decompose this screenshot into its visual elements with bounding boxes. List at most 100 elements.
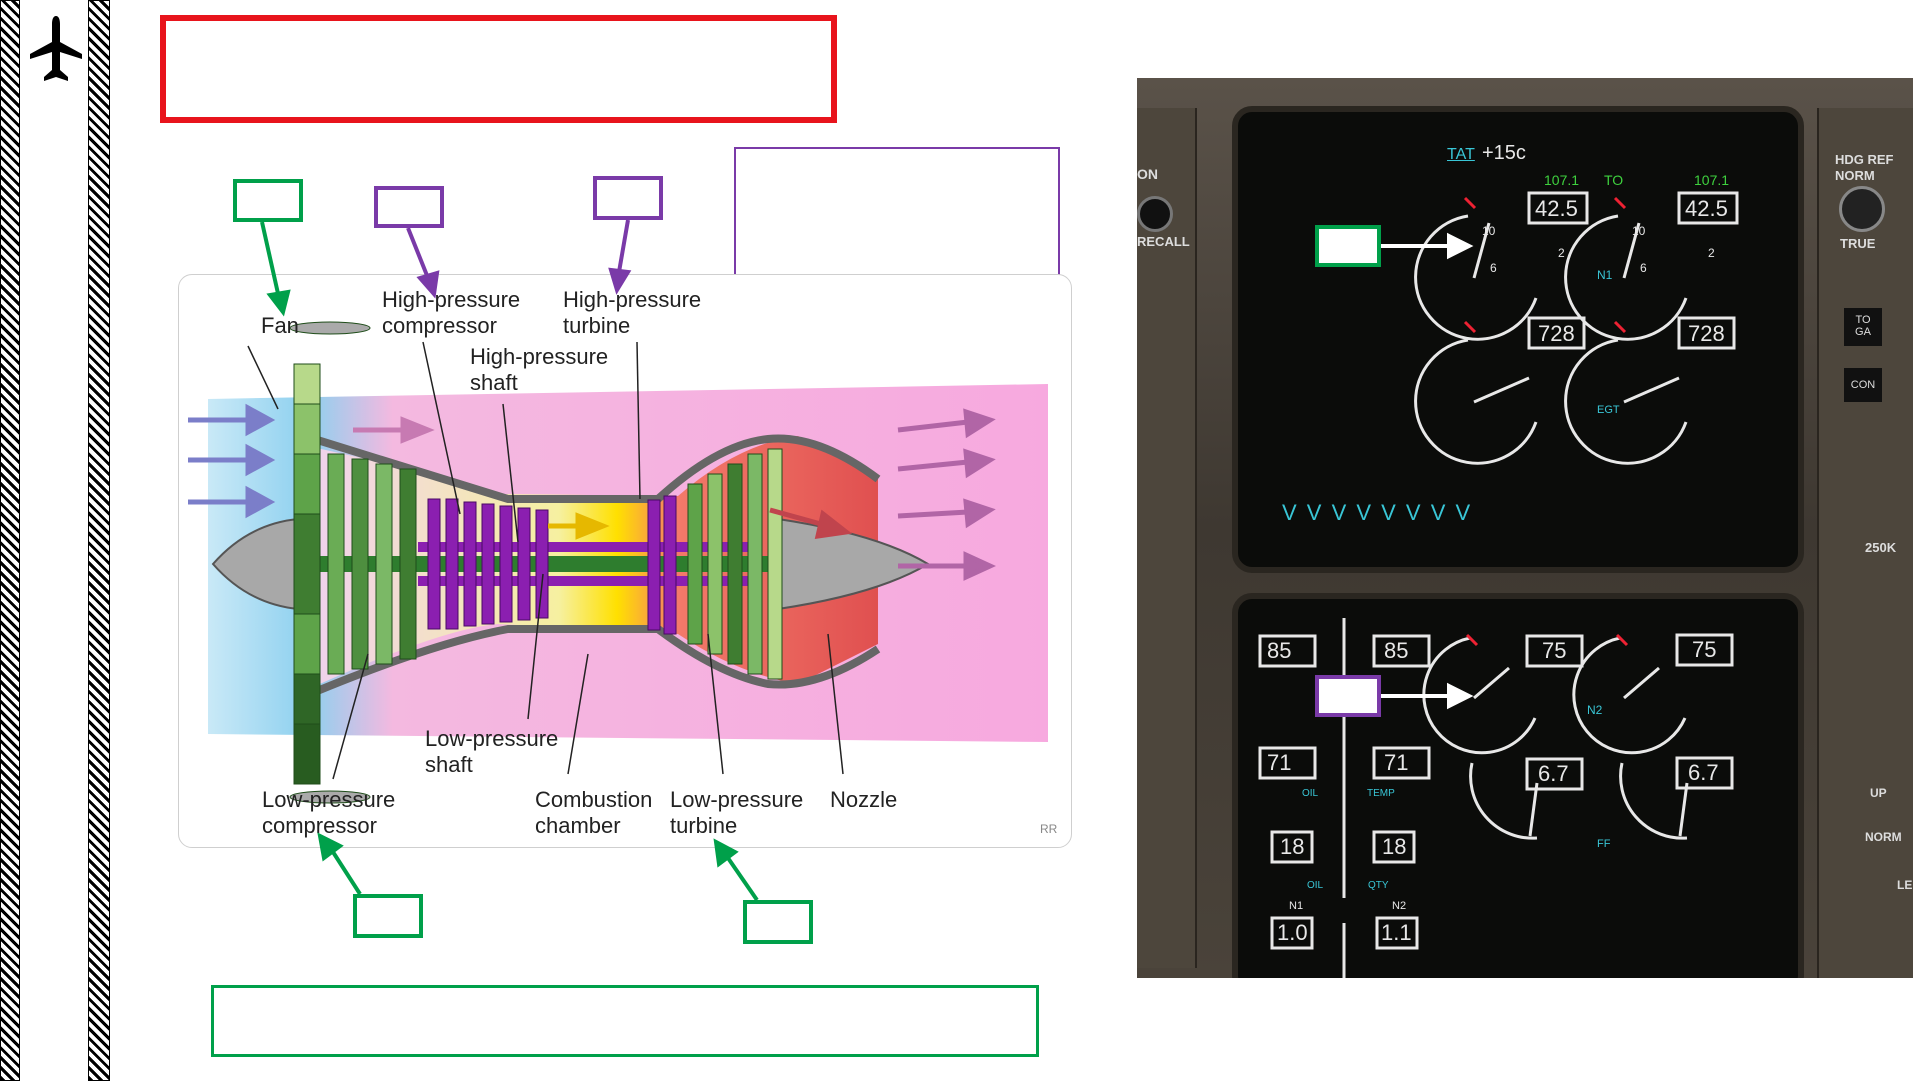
n1-left-value: 42.5 [1535, 196, 1578, 221]
callout-box-fan [233, 179, 303, 222]
n1-right-value: 42.5 [1685, 196, 1728, 221]
egt-right-needle [1623, 376, 1680, 404]
speed-label: 250K [1865, 540, 1897, 555]
ff-right-value: 6.7 [1688, 760, 1719, 785]
callout-box-n1 [1315, 225, 1381, 267]
n1-limit-right: 107.1 [1694, 172, 1730, 188]
hdg-ref-label: HDG REF [1835, 152, 1894, 167]
lower-gauges [1258, 618, 1734, 978]
callout-box-lp-compressor [353, 894, 423, 938]
flow-arrows [188, 403, 276, 519]
chevron-row: V V V V V V V V [1282, 500, 1473, 525]
scale-10-right: 10 [1632, 224, 1646, 238]
label-combustion-chamber: Combustion chamber [535, 787, 653, 838]
lp-turbine [687, 448, 783, 680]
hp-turbine [647, 495, 677, 635]
n2-right-box [1675, 633, 1734, 667]
n2-right-dial [1572, 636, 1687, 755]
thrust-mode: TO [1604, 172, 1624, 188]
oil-temp-right: 71 [1384, 750, 1409, 775]
ff-right-box [1675, 756, 1734, 790]
callout-box-hp-compressor [374, 186, 444, 228]
vib-n1-value: 1.0 [1277, 920, 1308, 945]
lower-eicas-display [1232, 593, 1804, 978]
n1-left-box [1527, 191, 1589, 225]
n2-left-dial [1422, 636, 1537, 755]
ff-left-needle [1528, 782, 1539, 837]
tat-label: TAT [1447, 146, 1475, 163]
scale-6-right: 6 [1640, 261, 1647, 275]
hdg-ref-switch[interactable] [1839, 186, 1885, 232]
callout-box-n2 [1315, 675, 1381, 717]
oil-qty-right: 18 [1382, 834, 1407, 859]
diagram-signature: RR [1040, 822, 1058, 836]
egt-left-dial [1414, 338, 1538, 465]
oil-press-left: 85 [1267, 638, 1292, 663]
scale-2-right: 2 [1708, 246, 1715, 260]
egt-left-box [1527, 316, 1586, 350]
n1-right-needle [1622, 222, 1641, 279]
ff-label: FF [1597, 838, 1611, 850]
hp-shaft [418, 542, 758, 552]
oil-qty-left: 18 [1280, 834, 1305, 859]
lp-compressor [327, 453, 417, 675]
oil-label-temp: OIL [1302, 788, 1319, 799]
bottom-caption-box [211, 985, 1039, 1057]
qty-label: QTY [1368, 880, 1389, 891]
hdg-norm-label: NORM [1835, 168, 1875, 183]
egt-right-value: 728 [1688, 321, 1725, 346]
n2-left-box [1525, 634, 1584, 668]
label-lp-turbine: Low-pressure turbine [670, 787, 804, 838]
le-label: LE [1897, 878, 1913, 892]
upper-eicas-display [1232, 106, 1804, 573]
vib-n2-label: N2 [1392, 900, 1407, 912]
true-label: TRUE [1840, 236, 1876, 251]
ff-left-box [1525, 757, 1584, 791]
scale-10-left: 10 [1482, 224, 1496, 238]
title-box [160, 15, 837, 123]
vib-n1-label: N1 [1289, 900, 1304, 912]
recall-label: RECALL [1137, 234, 1190, 249]
on-label: ON [1137, 166, 1158, 182]
vib-n2-value: 1.1 [1381, 920, 1412, 945]
ff-right-dial [1619, 762, 1688, 840]
oil-temp-left: 71 [1267, 750, 1292, 775]
fan-blades [289, 321, 371, 804]
oil-label-qty: OIL [1307, 880, 1324, 891]
n1-limit-left: 107.1 [1544, 172, 1580, 188]
ff-right-needle [1678, 782, 1689, 837]
temp-label: TEMP [1367, 788, 1395, 799]
callout-arrows [260, 219, 759, 902]
up-label: UP [1870, 786, 1887, 800]
label-hp-turbine: High-pressure turbine [563, 287, 702, 338]
eicas-photo: ON RECALL HDG REF NORM TRUE TO GA CON 25… [1137, 78, 1913, 978]
tat-value: +15c [1482, 142, 1526, 164]
airplane-icon [28, 14, 84, 84]
norm2-label: NORM [1865, 830, 1902, 844]
recall-button[interactable] [1137, 196, 1173, 232]
hp-compressor [427, 498, 549, 630]
photo-callout-arrows [1381, 232, 1474, 710]
n2-right-needle [1623, 666, 1660, 700]
callout-box-hp-turbine [593, 176, 663, 220]
egt-left-needle [1473, 376, 1530, 404]
n1-label: N1 [1597, 268, 1613, 282]
callout-box-lp-turbine [743, 900, 813, 944]
con-button[interactable]: CON [1844, 368, 1882, 402]
egt-label: EGT [1597, 404, 1620, 416]
toga-button[interactable]: TO GA [1844, 308, 1882, 346]
label-lp-shaft: Low-pressure shaft [425, 726, 559, 777]
label-lp-compressor: Low-pressure compressor [262, 787, 396, 838]
n2-right-value: 75 [1692, 637, 1717, 662]
label-hp-compressor: High-pressure compressor [382, 287, 521, 338]
left-panel [1137, 108, 1197, 968]
n1-right-box [1677, 191, 1739, 225]
engine-diagram [188, 321, 1048, 804]
n1-left-needle [1472, 222, 1491, 279]
ff-left-value: 6.7 [1538, 761, 1569, 786]
upper-gauges [1414, 191, 1739, 465]
label-nozzle: Nozzle [830, 787, 898, 812]
scale-6-left: 6 [1490, 261, 1497, 275]
egt-left-value: 728 [1538, 321, 1575, 346]
egt-right-dial [1564, 338, 1688, 465]
